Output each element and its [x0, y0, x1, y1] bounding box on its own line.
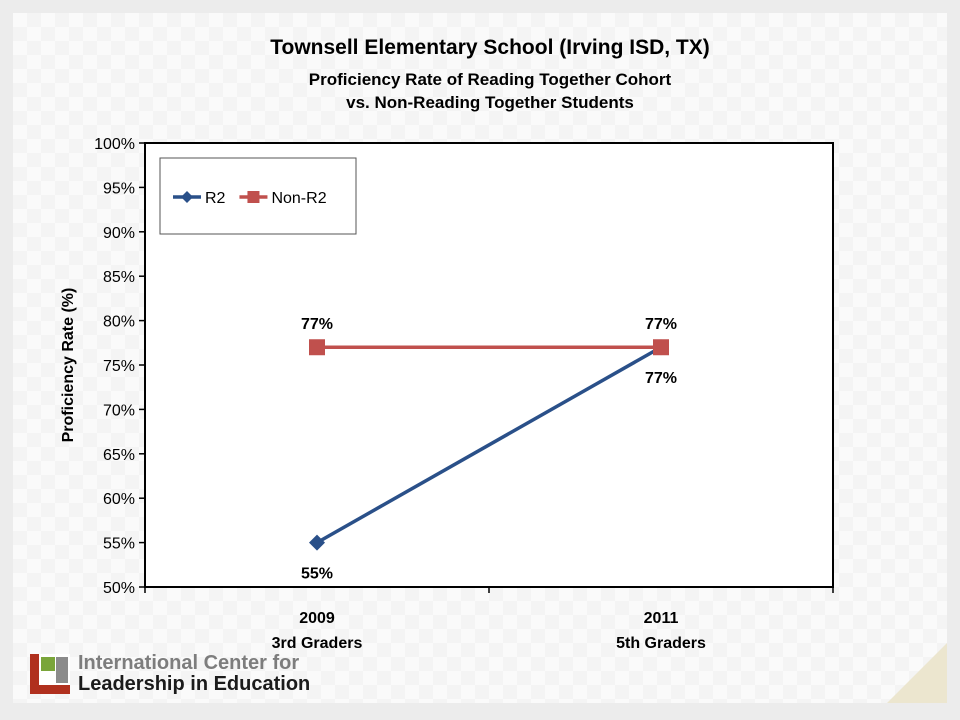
y-axis-label: Proficiency Rate (%) — [60, 288, 77, 443]
data-point-non-r2 — [653, 339, 669, 356]
y-tick-label: 75% — [103, 358, 135, 375]
x-tick-label: 2009 — [299, 610, 335, 627]
page-corner-fold — [887, 643, 947, 703]
legend-marker-r2 — [181, 191, 193, 203]
logo-line-2: Leadership in Education — [78, 673, 311, 695]
data-point-r2 — [309, 534, 325, 551]
data-label-r2: 55% — [301, 566, 333, 583]
y-tick-label: 85% — [103, 269, 135, 286]
legend-marker-non-r2 — [247, 191, 260, 203]
data-label-non-r2: 77% — [301, 316, 333, 333]
y-tick-label: 60% — [103, 491, 135, 508]
icle-logo-text: International Center for Leadership in E… — [78, 653, 310, 695]
y-tick-label: 80% — [103, 314, 135, 331]
chart-subtitle: Proficiency Rate of Reading Together Coh… — [140, 68, 840, 114]
chart-title: Townsell Elementary School (Irving ISD, … — [270, 36, 710, 59]
chart-subtitle-line-2: vs. Non-Reading Together Students — [346, 93, 634, 112]
x-tick-label: 2011 — [644, 610, 679, 627]
y-tick-label: 70% — [103, 402, 135, 419]
chart-subtitle-line-1: Proficiency Rate of Reading Together Coh… — [308, 70, 672, 89]
y-tick-label: 55% — [103, 536, 135, 553]
data-label-r2: 77% — [645, 370, 677, 387]
y-tick-label: 65% — [103, 447, 135, 464]
series-line-r2 — [316, 345, 662, 545]
legend-label-r2: R2 — [205, 190, 226, 207]
y-tick-label: 95% — [103, 180, 135, 197]
data-label-non-r2: 77% — [645, 316, 677, 333]
logo-line-1: International Center for — [78, 652, 300, 674]
x-tick-label: 5th Graders — [616, 635, 706, 652]
legend-label-non-r2: Non-R2 — [271, 190, 326, 207]
y-tick-label: 50% — [103, 580, 135, 597]
data-point-non-r2 — [309, 339, 325, 356]
y-tick-label: 100% — [94, 136, 135, 153]
icle-logo-icon — [30, 654, 70, 694]
icle-logo: International Center for Leadership in E… — [30, 653, 310, 695]
y-tick-label: 90% — [103, 225, 135, 242]
x-tick-label: 3rd Graders — [272, 635, 363, 652]
